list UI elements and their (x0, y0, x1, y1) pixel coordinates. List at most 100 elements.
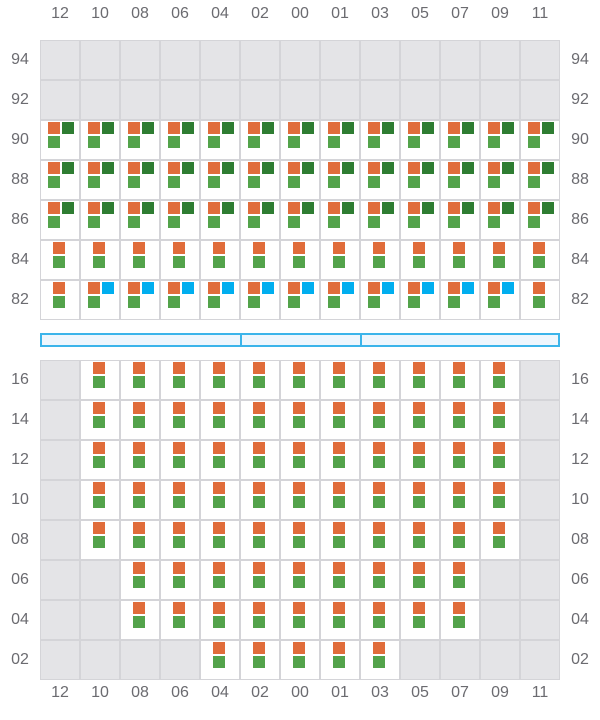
slot[interactable] (240, 360, 280, 400)
empty-slot[interactable] (320, 80, 360, 120)
empty-slot[interactable] (120, 640, 160, 680)
slot[interactable] (400, 160, 440, 200)
empty-slot[interactable] (480, 40, 520, 80)
slot[interactable] (120, 160, 160, 200)
slot[interactable] (40, 120, 80, 160)
slot[interactable] (320, 200, 360, 240)
empty-slot[interactable] (480, 640, 520, 680)
slot[interactable] (120, 480, 160, 520)
slot[interactable] (280, 160, 320, 200)
slot[interactable] (160, 560, 200, 600)
slot[interactable] (200, 120, 240, 160)
slot[interactable] (160, 480, 200, 520)
slot[interactable] (480, 480, 520, 520)
empty-slot[interactable] (520, 40, 560, 80)
slot[interactable] (360, 360, 400, 400)
slot[interactable] (40, 280, 80, 320)
slot[interactable] (320, 360, 360, 400)
slot[interactable] (280, 400, 320, 440)
slot[interactable] (200, 200, 240, 240)
empty-slot[interactable] (400, 640, 440, 680)
slot[interactable] (440, 280, 480, 320)
slot[interactable] (280, 280, 320, 320)
empty-slot[interactable] (520, 360, 560, 400)
empty-slot[interactable] (280, 40, 320, 80)
slot[interactable] (240, 400, 280, 440)
slot[interactable] (320, 480, 360, 520)
slot[interactable] (360, 400, 400, 440)
slot[interactable] (200, 640, 240, 680)
slot[interactable] (360, 160, 400, 200)
slot[interactable] (240, 480, 280, 520)
slot[interactable] (400, 200, 440, 240)
empty-slot[interactable] (40, 400, 80, 440)
empty-slot[interactable] (400, 80, 440, 120)
empty-slot[interactable] (360, 80, 400, 120)
empty-slot[interactable] (400, 40, 440, 80)
slot[interactable] (440, 600, 480, 640)
slot[interactable] (240, 440, 280, 480)
slot[interactable] (160, 240, 200, 280)
empty-slot[interactable] (40, 80, 80, 120)
empty-slot[interactable] (440, 40, 480, 80)
slot[interactable] (320, 280, 360, 320)
slot[interactable] (160, 600, 200, 640)
slot[interactable] (80, 520, 120, 560)
slot[interactable] (280, 520, 320, 560)
slot[interactable] (80, 240, 120, 280)
slot[interactable] (320, 520, 360, 560)
slot[interactable] (400, 360, 440, 400)
slot[interactable] (240, 200, 280, 240)
slot[interactable] (360, 120, 400, 160)
empty-slot[interactable] (80, 40, 120, 80)
slot[interactable] (80, 440, 120, 480)
slot[interactable] (240, 280, 280, 320)
slot[interactable] (200, 360, 240, 400)
slot[interactable] (480, 520, 520, 560)
slot[interactable] (200, 280, 240, 320)
slot[interactable] (280, 640, 320, 680)
slot[interactable] (240, 520, 280, 560)
slot[interactable] (80, 360, 120, 400)
slot[interactable] (280, 480, 320, 520)
empty-slot[interactable] (520, 600, 560, 640)
empty-slot[interactable] (80, 560, 120, 600)
empty-slot[interactable] (520, 80, 560, 120)
slot[interactable] (200, 600, 240, 640)
slot[interactable] (440, 560, 480, 600)
slot[interactable] (320, 120, 360, 160)
slot[interactable] (160, 200, 200, 240)
slot[interactable] (400, 400, 440, 440)
empty-slot[interactable] (360, 40, 400, 80)
slot[interactable] (120, 240, 160, 280)
slot[interactable] (120, 360, 160, 400)
slot[interactable] (120, 400, 160, 440)
slot[interactable] (400, 440, 440, 480)
slot[interactable] (280, 440, 320, 480)
slot[interactable] (40, 200, 80, 240)
slot[interactable] (520, 160, 560, 200)
slot[interactable] (160, 280, 200, 320)
empty-slot[interactable] (480, 80, 520, 120)
slot[interactable] (120, 280, 160, 320)
slot[interactable] (480, 120, 520, 160)
slot[interactable] (360, 480, 400, 520)
slot[interactable] (520, 120, 560, 160)
slot[interactable] (160, 520, 200, 560)
slot[interactable] (520, 280, 560, 320)
slot[interactable] (440, 520, 480, 560)
slot[interactable] (160, 120, 200, 160)
empty-slot[interactable] (520, 640, 560, 680)
slot[interactable] (480, 400, 520, 440)
empty-slot[interactable] (280, 80, 320, 120)
slot[interactable] (440, 400, 480, 440)
slot[interactable] (440, 360, 480, 400)
slot[interactable] (240, 600, 280, 640)
slot[interactable] (240, 120, 280, 160)
empty-slot[interactable] (40, 480, 80, 520)
empty-slot[interactable] (40, 640, 80, 680)
empty-slot[interactable] (520, 400, 560, 440)
slot[interactable] (400, 560, 440, 600)
empty-slot[interactable] (240, 80, 280, 120)
slot[interactable] (440, 200, 480, 240)
